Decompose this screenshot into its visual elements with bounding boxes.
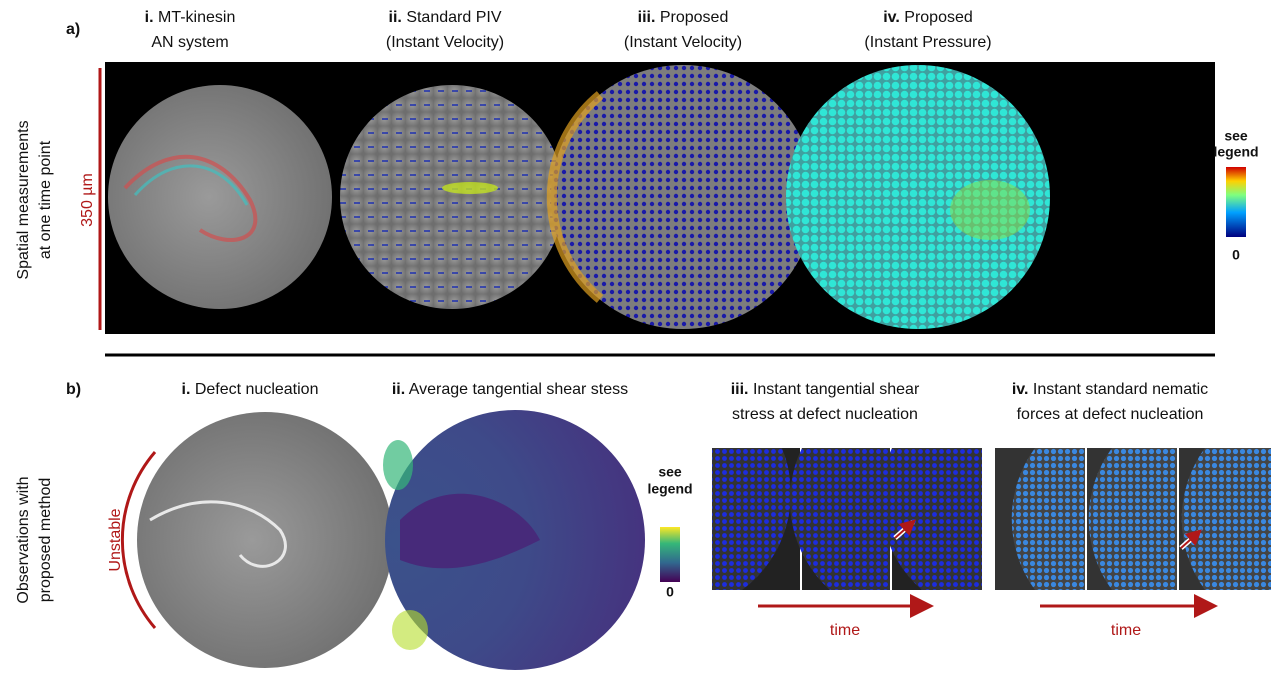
time-label: time [830, 622, 860, 639]
title-numeral: ii. [392, 381, 405, 398]
column-title: stress at defect nucleation [732, 406, 918, 423]
row-label-line: proposed method [37, 478, 54, 603]
title-text: AN system [151, 34, 228, 51]
colorbar [1226, 167, 1246, 237]
column-title: iii. Instant tangential shear [731, 381, 920, 398]
title-numeral: iv. [1012, 381, 1029, 398]
column-title: (Instant Pressure) [864, 34, 991, 51]
title-text: Average tangential shear stess [409, 381, 628, 398]
colorbar-label: see [1224, 128, 1248, 144]
figure: a) Spatial measurements at one time point… [0, 0, 1276, 675]
column-title: AN system [151, 34, 228, 51]
title-numeral: ii. [389, 9, 402, 26]
title-text: (Instant Velocity) [624, 34, 742, 51]
row-label-line: Observations with [15, 476, 32, 603]
title-text: forces at defect nucleation [1017, 406, 1204, 423]
panel-label: b) [66, 381, 81, 398]
column-title: iv. Proposed [883, 9, 973, 26]
title-text: Defect nucleation [195, 381, 319, 398]
column-title: (Instant Velocity) [624, 34, 742, 51]
title-numeral: iii. [638, 9, 656, 26]
row-label: Observations with proposed method [15, 476, 54, 603]
title-numeral: i. [145, 9, 154, 26]
column-title: iii. Proposed [638, 9, 729, 26]
title-text: MT-kinesin [158, 9, 235, 26]
image-tile [108, 85, 332, 309]
image-tile [340, 85, 564, 309]
title-text: stress at defect nucleation [732, 406, 918, 423]
title-numeral: iv. [883, 9, 900, 26]
column-title: ii. Standard PIV [389, 9, 502, 26]
time-series-iii [712, 448, 982, 590]
colorbar-label: legend [1213, 144, 1258, 160]
row-label-line: at one time point [37, 140, 54, 259]
title-numeral: iii. [731, 381, 749, 398]
column-title: ii. Average tangential shear stess [392, 381, 628, 398]
title-text: (Instant Velocity) [386, 34, 504, 51]
time-label: time [1111, 622, 1141, 639]
title-text: (Instant Pressure) [864, 34, 991, 51]
image-tile [137, 412, 393, 668]
colorbar [660, 527, 680, 582]
title-text: Standard PIV [406, 9, 502, 26]
column-title: iv. Instant standard nematic [1012, 381, 1208, 398]
column-title: i. Defect nucleation [182, 381, 319, 398]
column-title: forces at defect nucleation [1017, 406, 1204, 423]
title-text: Instant tangential shear [753, 381, 920, 398]
colorbar-label: legend [647, 481, 692, 497]
column-title: i. MT-kinesin [145, 9, 236, 26]
colorbar-label: see [658, 464, 682, 480]
colorbar-label: 0 [666, 584, 674, 600]
title-text: Proposed [904, 9, 973, 26]
title-text: Proposed [660, 9, 729, 26]
title-text: Instant standard nematic [1033, 381, 1208, 398]
title-numeral: i. [182, 381, 191, 398]
time-series-iv [995, 448, 1271, 590]
panel-label: a) [66, 21, 80, 38]
row-label: Spatial measurements at one time point [15, 120, 54, 279]
row-label-line: Spatial measurements [15, 120, 32, 279]
column-title: (Instant Velocity) [386, 34, 504, 51]
unstable-label: Unstable [107, 508, 124, 571]
scale-label: 350 µm [79, 173, 96, 227]
colorbar-label: 0 [1232, 247, 1240, 263]
